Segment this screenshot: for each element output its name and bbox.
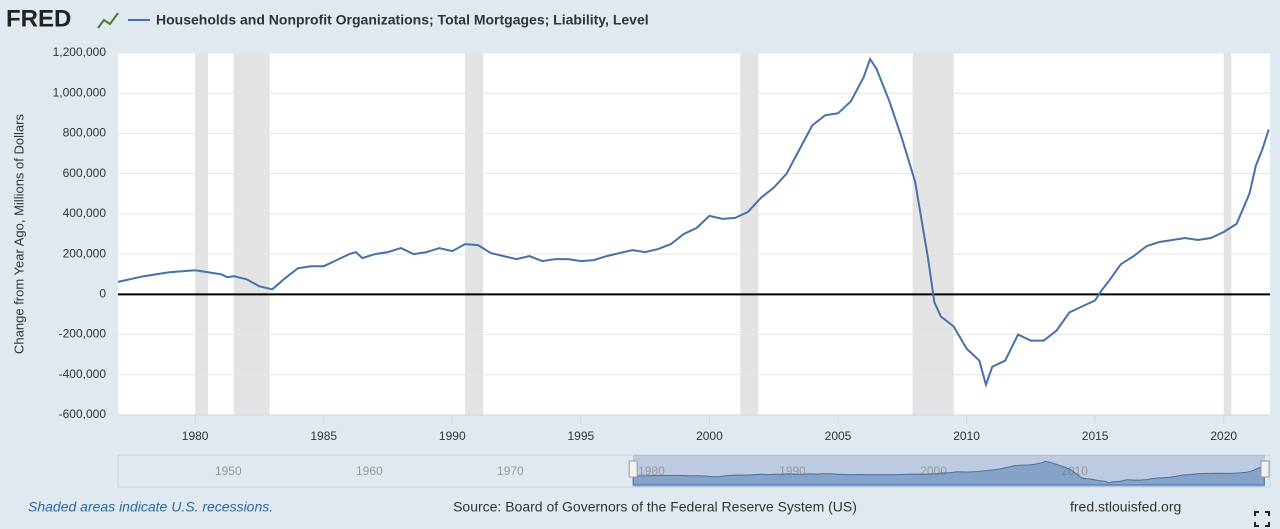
navigator-tick-label: 2010 xyxy=(1061,464,1088,478)
x-tick-label: 2010 xyxy=(953,429,980,443)
y-tick-label: -200,000 xyxy=(59,327,107,341)
series-line xyxy=(117,56,1270,389)
navigator-window xyxy=(633,455,1265,487)
x-tick-label: 1995 xyxy=(568,429,595,443)
y-tick-label: 1,200,000 xyxy=(53,45,107,59)
navigator-tick-label: 1960 xyxy=(356,464,383,478)
navigator-tick-label: 1980 xyxy=(638,464,665,478)
navigator[interactable] xyxy=(117,454,1271,488)
x-tick-label: 2000 xyxy=(696,429,723,443)
recession-band xyxy=(1223,53,1232,415)
x-tick-label: 2020 xyxy=(1210,429,1237,443)
site[interactable]: fred.stlouisfed.org xyxy=(1070,499,1181,515)
x-tick-label: 1980 xyxy=(182,429,209,443)
recession-band xyxy=(740,53,759,415)
recession-band xyxy=(912,53,954,415)
recession-band xyxy=(233,53,270,415)
y-tick-label: 600,000 xyxy=(63,166,107,180)
recession-band xyxy=(465,53,484,415)
y-tick-label: 0 xyxy=(99,287,106,301)
navigator-series xyxy=(632,460,1265,486)
logo[interactable]: FRED xyxy=(6,5,71,32)
navigator-tick-label: 1950 xyxy=(215,464,242,478)
y-tick-label: -400,000 xyxy=(59,367,107,381)
recession-note: Shaded areas indicate U.S. recessions. xyxy=(28,499,273,515)
y-tick-label: 400,000 xyxy=(63,206,107,220)
source: Source: Board of Governors of the Federa… xyxy=(453,499,857,515)
x-tick-label: 2005 xyxy=(825,429,852,443)
navigator-tick-label: 2000 xyxy=(920,464,947,478)
x-tick-label: 2015 xyxy=(1082,429,1109,443)
y-axis-label: Change from Year Ago, Millions of Dollar… xyxy=(11,114,26,354)
navigator-handle[interactable] xyxy=(1260,460,1270,478)
navigator-handle[interactable] xyxy=(628,460,638,478)
legend-label: Households and Nonprofit Organizations; … xyxy=(156,12,649,28)
recession-band xyxy=(195,53,208,415)
y-tick-label: -600,000 xyxy=(59,407,107,421)
x-tick-label: 1990 xyxy=(439,429,466,443)
x-tick-label: 1985 xyxy=(310,429,337,443)
fullscreen-icon[interactable] xyxy=(1254,511,1270,527)
logo-icon xyxy=(97,12,119,29)
y-tick-label: 1,000,000 xyxy=(53,85,107,99)
y-tick-label: 800,000 xyxy=(63,126,107,140)
y-tick-label: 200,000 xyxy=(63,246,107,260)
plot-area xyxy=(118,53,1270,415)
navigator-tick-label: 1970 xyxy=(497,464,524,478)
